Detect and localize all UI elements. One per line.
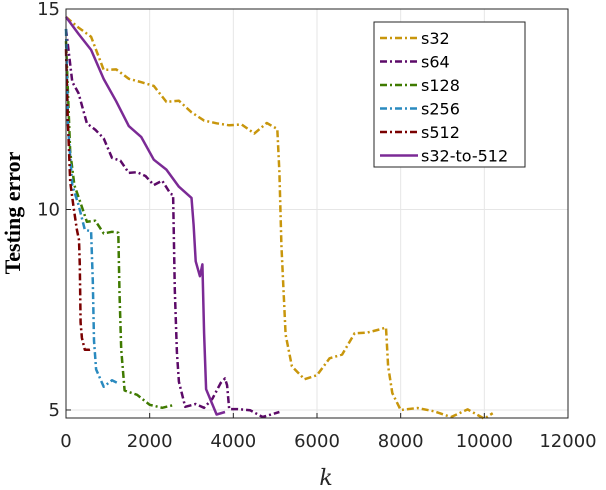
series-line-s64 (64, 28, 280, 419)
x-tick-label: 8000 (378, 431, 424, 452)
legend-label-s128: s128 (421, 76, 460, 95)
series-line-s512 (64, 49, 94, 352)
y-tick-label: 15 (37, 0, 60, 20)
legend-label-s512: s512 (421, 123, 460, 142)
x-tick-label: 10000 (456, 431, 513, 452)
x-tick-label: 12000 (539, 431, 596, 452)
legend-label-s32: s32 (421, 29, 450, 48)
y-axis-title: Testing error (0, 151, 25, 274)
x-tick-label: 0 (60, 431, 71, 452)
tick-labels: 0 2000 4000 6000 8000 10000 12000 5 10 15 (37, 0, 597, 452)
x-axis-title: k (319, 466, 332, 490)
x-tick-label: 2000 (127, 431, 173, 452)
legend-label-s64: s64 (421, 53, 450, 72)
x-tick-label: 4000 (210, 431, 256, 452)
legend-box (373, 21, 526, 168)
y-tick-label: 5 (49, 400, 60, 421)
axes (65, 8, 569, 419)
series-layer (64, 16, 494, 420)
legend: s32 s64 s128 s256 s512 s32-to-512 (373, 21, 526, 168)
series-line-s32 (65, 16, 494, 420)
x-tick-label: 6000 (294, 431, 340, 452)
legend-label-s256: s256 (421, 100, 460, 119)
series-line-s256 (64, 28, 121, 388)
legend-label-s32-to-512: s32-to-512 (421, 147, 508, 166)
series-line-s128 (64, 41, 174, 410)
series-line-s32-to-512 (64, 16, 226, 416)
y-tick-label: 10 (37, 199, 60, 220)
